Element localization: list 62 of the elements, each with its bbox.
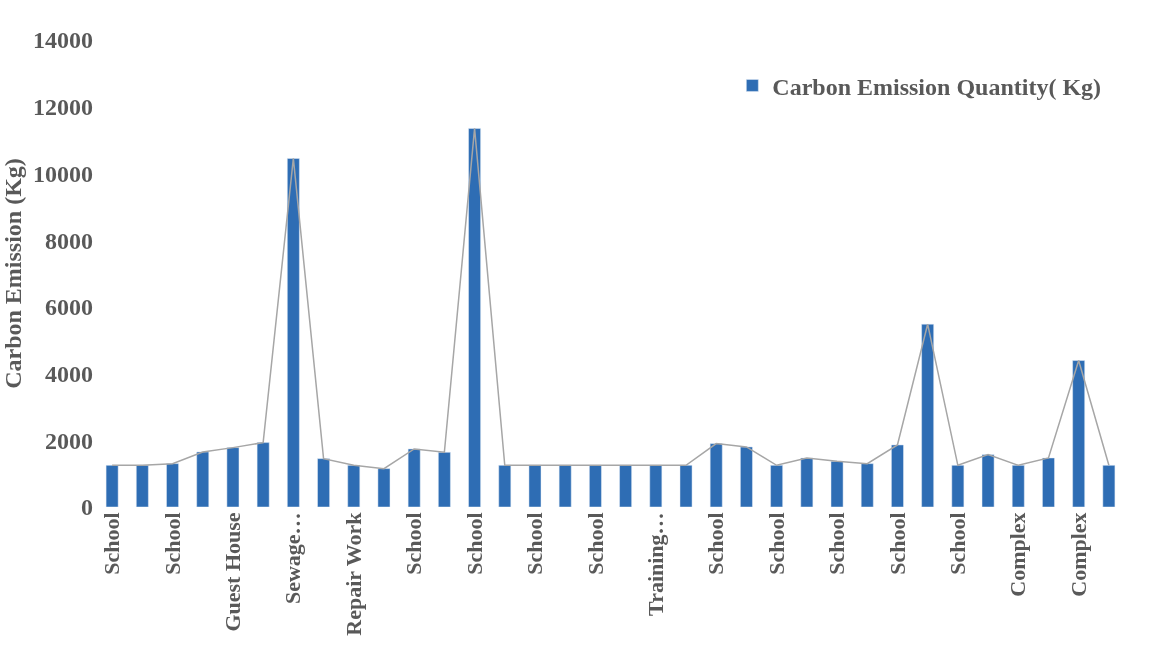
x-tick-label: School <box>884 512 910 575</box>
y-axis-title: Carbon Emission (Kg) <box>0 158 26 389</box>
line-series <box>111 127 1110 470</box>
bar <box>558 465 572 507</box>
x-tick-label: School <box>461 512 487 575</box>
bar <box>468 128 481 507</box>
bar <box>860 463 874 507</box>
bar <box>438 452 451 507</box>
bar <box>800 457 814 507</box>
bar <box>740 446 753 507</box>
bar <box>256 442 270 507</box>
x-tick-label: School <box>522 512 548 575</box>
bar <box>589 465 602 507</box>
bar <box>649 465 663 507</box>
bar <box>407 448 421 507</box>
bar <box>1072 360 1085 507</box>
bar <box>921 323 934 507</box>
bar <box>317 458 330 507</box>
x-tick-label: School <box>824 512 850 575</box>
legend-label: Carbon Emission Quantity( Kg) <box>772 73 1102 100</box>
bar <box>981 454 995 507</box>
bar <box>709 443 723 507</box>
y-tick-label: 14000 <box>33 27 93 54</box>
bar <box>679 465 693 507</box>
y-tick-label: 2000 <box>45 427 93 454</box>
bar <box>287 158 300 507</box>
bar <box>196 451 210 507</box>
bar <box>1042 457 1055 507</box>
bar <box>830 461 844 507</box>
bar <box>891 444 904 507</box>
x-tick-label: Guest House <box>220 512 246 632</box>
x-tick-label: School <box>945 512 970 575</box>
bar <box>347 465 361 507</box>
x-tick-label: Complex <box>1065 512 1091 597</box>
y-tick-label: 10000 <box>33 160 93 187</box>
y-tick-label: 6000 <box>45 294 93 321</box>
x-tick-label: School <box>763 512 789 575</box>
bar <box>136 465 149 507</box>
bar <box>1011 465 1025 507</box>
bar <box>377 468 391 507</box>
y-tick-label: 4000 <box>45 360 93 387</box>
bar <box>226 447 240 507</box>
bar <box>770 465 783 507</box>
x-tick-label: School <box>703 512 729 575</box>
bar <box>619 465 632 507</box>
x-tick-label: School <box>159 512 185 575</box>
bar <box>951 465 965 507</box>
x-tick-label: Sewage… <box>280 512 306 605</box>
y-tick-label: 12000 <box>33 94 93 121</box>
bar <box>1102 465 1116 507</box>
x-tick-label: Complex <box>1005 512 1031 597</box>
y-tick-label: 8000 <box>45 227 93 254</box>
x-tick-label: School <box>401 512 427 575</box>
x-tick-label: Training… <box>642 512 668 616</box>
bar <box>105 465 119 507</box>
bar <box>498 465 512 507</box>
x-tick-label: School <box>99 512 125 575</box>
x-tick-label: Repair Work <box>340 511 366 636</box>
y-tick-label: 0 <box>81 494 93 521</box>
bar <box>528 465 542 507</box>
x-tick-label: School <box>582 512 608 575</box>
bar <box>166 463 179 507</box>
